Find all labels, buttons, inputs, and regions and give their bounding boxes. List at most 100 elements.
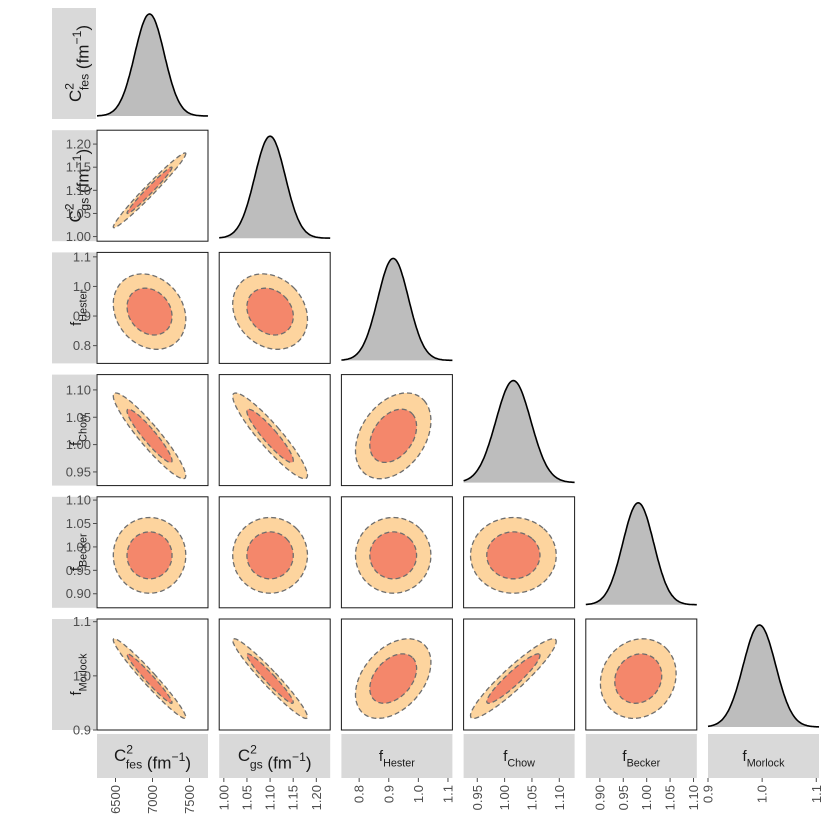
xtick-label-fChow-1.05: 1.05 xyxy=(524,785,539,810)
xtick-label-fChow-1.00: 1.00 xyxy=(497,785,512,810)
panel-border-fBecker-vs-Cgs xyxy=(218,496,331,609)
xtick-label-fHester-0.9: 0.9 xyxy=(381,785,396,803)
contour-68-fMorlock-vs-fHester xyxy=(369,653,418,704)
xtick-label-Cfes-6500: 6500 xyxy=(108,785,123,814)
col-strip-fChow xyxy=(463,734,575,778)
ytick-label-Cgs-1.20: 1.20 xyxy=(66,137,91,152)
ytick-label-fChow-0.95: 0.95 xyxy=(66,464,91,479)
col-label-Cgs: C2 gs (fm−1) xyxy=(238,742,312,772)
contour-68-Cgs-vs-Cfes xyxy=(126,166,173,215)
ytick-label-fMorlock-1.0: 1.0 xyxy=(73,668,91,683)
xtick-label-fChow-0.95: 0.95 xyxy=(470,785,485,810)
xtick-label-fChow-1.10: 1.10 xyxy=(552,785,567,810)
panel-border-fMorlock-vs-fHester xyxy=(340,618,453,731)
panel-border-fMorlock-vs-Cfes xyxy=(96,618,209,731)
xtick-label-Cfes-7500: 7500 xyxy=(182,785,197,814)
xtick-label-fBecker-1.05: 1.05 xyxy=(663,785,678,810)
row-strip-fBecker xyxy=(52,496,96,608)
density-line-fMorlock xyxy=(707,624,820,728)
ytick-label-Cgs-1.15: 1.15 xyxy=(66,160,91,175)
row-label-fMorlock: fMorlock xyxy=(68,653,89,696)
panel-border-fHester-vs-Cgs xyxy=(218,251,331,364)
contour-68-fMorlock-vs-Cfes xyxy=(126,653,173,704)
col-label-Cfes: C2 fes (fm−1) xyxy=(114,742,191,772)
contour-68-fChow-vs-fHester xyxy=(369,408,418,464)
row-label-fHester: fHester xyxy=(68,290,89,326)
ytick-label-fChow-1.00: 1.00 xyxy=(66,437,91,452)
ytick-label-Cgs-1.00: 1.00 xyxy=(66,229,91,244)
contour-68-fMorlock-vs-fBecker xyxy=(614,653,663,704)
density-fill-Cfes xyxy=(97,14,208,116)
density-line-Cfes xyxy=(97,13,209,117)
contour-68-fChow-vs-Cgs xyxy=(246,408,294,464)
xtick-label-fBecker-1.00: 1.00 xyxy=(639,785,654,810)
col-label-fHester: fHester xyxy=(379,748,415,769)
xtick-label-fHester-1.0: 1.0 xyxy=(411,785,426,803)
ytick-label-fBecker-1.00: 1.00 xyxy=(66,539,91,554)
panel-border-fBecker-vs-Cfes xyxy=(96,496,209,609)
ytick-label-fChow-1.05: 1.05 xyxy=(66,410,91,425)
row-strip-Cfes xyxy=(52,8,96,119)
ytick-label-Cgs-1.05: 1.05 xyxy=(66,206,91,221)
xtick-label-Cgs-1.00: 1.00 xyxy=(216,785,231,810)
density-fill-fMorlock xyxy=(708,625,819,727)
panels xyxy=(96,13,820,731)
axes: 1.001.051.101.151.200.80.91.01.10.951.00… xyxy=(66,137,824,814)
contour-68-fMorlock-vs-fChow xyxy=(486,653,541,704)
panel-border-fMorlock-vs-fChow xyxy=(463,618,576,731)
xtick-label-fHester-1.1: 1.1 xyxy=(440,785,455,803)
density-fill-Cgs xyxy=(219,136,331,239)
col-strip-fBecker xyxy=(585,734,697,778)
ytick-label-Cgs-1.10: 1.10 xyxy=(66,183,91,198)
panel-border-fMorlock-vs-fBecker xyxy=(585,618,698,731)
xtick-label-fMorlock-0.9: 0.9 xyxy=(701,785,716,803)
density-line-fHester xyxy=(341,257,453,362)
ytick-label-fBecker-1.05: 1.05 xyxy=(66,516,91,531)
contour-68-fChow-vs-Cfes xyxy=(126,408,173,464)
density-line-fBecker xyxy=(585,501,697,606)
density-fill-fHester xyxy=(341,258,453,361)
col-strip-Cgs xyxy=(219,734,331,778)
ytick-label-fHester-0.9: 0.9 xyxy=(73,309,91,324)
ytick-label-fBecker-0.90: 0.90 xyxy=(66,586,91,601)
row-strip-Cgs xyxy=(52,130,96,242)
row-label-fBecker: fBecker xyxy=(68,533,89,571)
contour-68-fBecker-vs-Cgs xyxy=(246,531,294,580)
panel-border-fChow-vs-Cfes xyxy=(96,374,209,487)
panel-border-fHester-vs-Cfes xyxy=(96,251,209,364)
contour-68-fBecker-vs-fChow xyxy=(486,531,541,580)
xtick-label-Cgs-1.15: 1.15 xyxy=(286,785,301,810)
contour-68-fMorlock-vs-Cgs xyxy=(246,653,294,704)
xtick-label-fBecker-0.95: 0.95 xyxy=(616,785,631,810)
ytick-label-fHester-0.8: 0.8 xyxy=(73,338,91,353)
ytick-label-fHester-1.1: 1.1 xyxy=(73,249,91,264)
col-label-fBecker: fBecker xyxy=(622,748,660,769)
row-strip-fMorlock xyxy=(52,619,96,730)
xtick-label-fBecker-0.90: 0.90 xyxy=(592,785,607,810)
density-line-fChow xyxy=(463,379,575,484)
panel-border-fMorlock-vs-Cgs xyxy=(218,618,331,731)
ytick-label-fBecker-1.10: 1.10 xyxy=(66,493,91,508)
ytick-label-fBecker-0.95: 0.95 xyxy=(66,563,91,578)
panel-border-fBecker-vs-fChow xyxy=(463,496,576,609)
row-strip-fChow xyxy=(52,374,96,486)
xtick-label-Cgs-1.10: 1.10 xyxy=(263,785,278,810)
xtick-label-Cgs-1.05: 1.05 xyxy=(239,785,254,810)
col-strip-fMorlock xyxy=(708,734,819,778)
contour-68-fBecker-vs-fHester xyxy=(369,531,418,580)
contour-68-fHester-vs-Cfes xyxy=(126,287,173,336)
xtick-label-fHester-0.8: 0.8 xyxy=(352,785,367,803)
col-strip-fHester xyxy=(341,734,453,778)
contour-68-fBecker-vs-Cfes xyxy=(126,531,173,580)
panel-border-fChow-vs-fHester xyxy=(340,374,453,487)
ytick-label-fMorlock-0.9: 0.9 xyxy=(73,723,91,738)
facet-strips: C2fes (fm−1) C2gs (fm−1) fHester fChow fBeck… xyxy=(52,8,819,778)
ytick-label-fChow-1.10: 1.10 xyxy=(66,382,91,397)
xtick-label-Cgs-1.20: 1.20 xyxy=(309,785,324,810)
contour-68-fHester-vs-Cgs xyxy=(246,287,294,336)
col-label-fMorlock: fMorlock xyxy=(743,748,786,769)
xtick-label-fBecker-1.10: 1.10 xyxy=(686,785,701,810)
density-fill-fBecker xyxy=(585,502,697,605)
xtick-label-fMorlock-1.1: 1.1 xyxy=(809,785,824,803)
